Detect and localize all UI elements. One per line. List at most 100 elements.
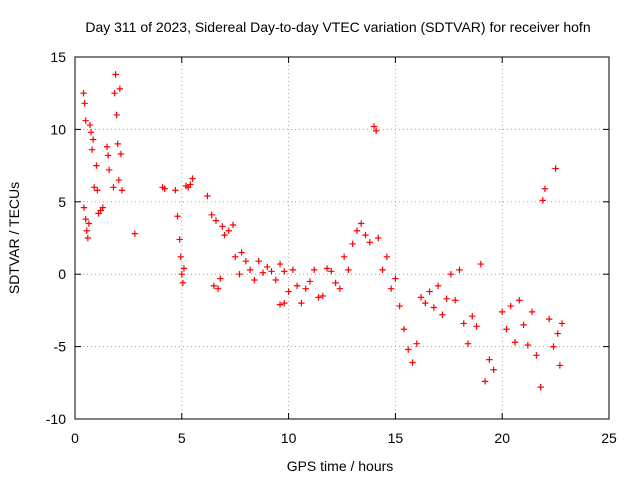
data-point bbox=[221, 231, 228, 239]
data-point bbox=[116, 85, 124, 93]
data-point bbox=[366, 239, 373, 246]
data-point bbox=[430, 304, 438, 311]
data-point bbox=[86, 121, 94, 129]
data-point bbox=[174, 213, 181, 220]
data-point bbox=[80, 90, 87, 97]
data-point bbox=[285, 288, 292, 295]
data-point bbox=[210, 282, 218, 289]
data-point bbox=[539, 197, 546, 204]
data-point bbox=[456, 266, 463, 274]
data-point bbox=[545, 315, 553, 323]
data-point bbox=[117, 150, 125, 158]
data-point bbox=[554, 330, 561, 337]
x-tick-label: 5 bbox=[178, 430, 186, 446]
x-tick-label: 0 bbox=[71, 430, 79, 446]
data-point bbox=[511, 339, 519, 346]
data-point bbox=[93, 162, 100, 169]
data-point bbox=[340, 253, 348, 261]
data-point bbox=[105, 166, 113, 174]
data-point bbox=[85, 220, 93, 227]
data-point bbox=[94, 187, 101, 194]
data-point bbox=[306, 278, 314, 285]
data-point bbox=[103, 143, 111, 150]
data-point bbox=[82, 117, 89, 124]
data-point bbox=[311, 266, 318, 274]
data-point bbox=[422, 299, 429, 307]
data-point bbox=[460, 320, 467, 327]
data-point bbox=[81, 100, 88, 107]
data-point bbox=[251, 276, 258, 284]
data-point bbox=[112, 71, 119, 78]
data-point bbox=[289, 266, 297, 274]
data-point bbox=[392, 275, 399, 282]
axis-ticks: 0 5 10 15 20 25 -10 -5 0 5 10 15 bbox=[46, 49, 617, 446]
data-point bbox=[177, 253, 184, 261]
data-point bbox=[212, 217, 220, 224]
data-point bbox=[413, 340, 420, 347]
data-point bbox=[272, 276, 279, 284]
data-point bbox=[447, 271, 455, 278]
data-point bbox=[118, 187, 126, 194]
data-point bbox=[217, 275, 224, 282]
data-point bbox=[87, 129, 95, 136]
data-point bbox=[319, 292, 326, 300]
data-point bbox=[353, 227, 361, 234]
data-point bbox=[503, 326, 510, 333]
data-point bbox=[387, 285, 395, 292]
data-point bbox=[332, 279, 339, 287]
grid bbox=[75, 57, 609, 419]
data-point bbox=[179, 279, 187, 287]
data-point bbox=[516, 297, 523, 304]
y-axis-title: SDTVAR / TECUs bbox=[6, 182, 22, 294]
y-tick-label: 0 bbox=[58, 266, 66, 282]
data-point bbox=[558, 320, 566, 327]
data-point bbox=[349, 240, 356, 247]
data-point bbox=[379, 266, 386, 274]
data-point bbox=[111, 90, 118, 97]
data-point bbox=[383, 253, 391, 261]
data-point bbox=[246, 266, 254, 274]
data-point bbox=[552, 165, 559, 172]
y-tick-label: -10 bbox=[46, 411, 66, 427]
data-point bbox=[358, 220, 365, 227]
data-point bbox=[550, 343, 557, 350]
data-point bbox=[490, 366, 497, 373]
data-point bbox=[268, 268, 275, 275]
data-point bbox=[400, 326, 408, 333]
data-point bbox=[486, 356, 493, 363]
data-point bbox=[242, 257, 250, 265]
data-point bbox=[315, 294, 322, 301]
data-point bbox=[178, 271, 185, 278]
data-point bbox=[238, 249, 245, 256]
data-point bbox=[80, 204, 88, 211]
y-tick-label: -5 bbox=[54, 339, 67, 355]
data-point bbox=[229, 221, 237, 229]
data-point bbox=[84, 234, 92, 242]
data-point bbox=[88, 146, 96, 153]
data-point bbox=[298, 299, 305, 307]
data-point bbox=[259, 269, 267, 276]
data-point bbox=[281, 299, 288, 307]
data-point bbox=[276, 301, 284, 308]
data-point bbox=[204, 192, 211, 200]
data-point bbox=[104, 152, 112, 159]
x-tick-label: 25 bbox=[601, 430, 617, 446]
data-point bbox=[172, 187, 179, 194]
data-point bbox=[417, 294, 425, 301]
data-point bbox=[110, 184, 117, 191]
data-point bbox=[375, 234, 382, 242]
data-point bbox=[89, 136, 97, 143]
data-point bbox=[302, 285, 309, 292]
data-point bbox=[520, 321, 527, 329]
data-point bbox=[276, 260, 284, 268]
data-point bbox=[507, 302, 514, 310]
data-point bbox=[481, 378, 489, 385]
data-point bbox=[214, 285, 222, 292]
data-point bbox=[370, 123, 378, 130]
data-point bbox=[409, 359, 416, 366]
data-points bbox=[80, 71, 566, 391]
data-point bbox=[114, 140, 121, 148]
data-point bbox=[345, 266, 352, 274]
data-point bbox=[264, 263, 271, 271]
data-point bbox=[524, 341, 532, 349]
